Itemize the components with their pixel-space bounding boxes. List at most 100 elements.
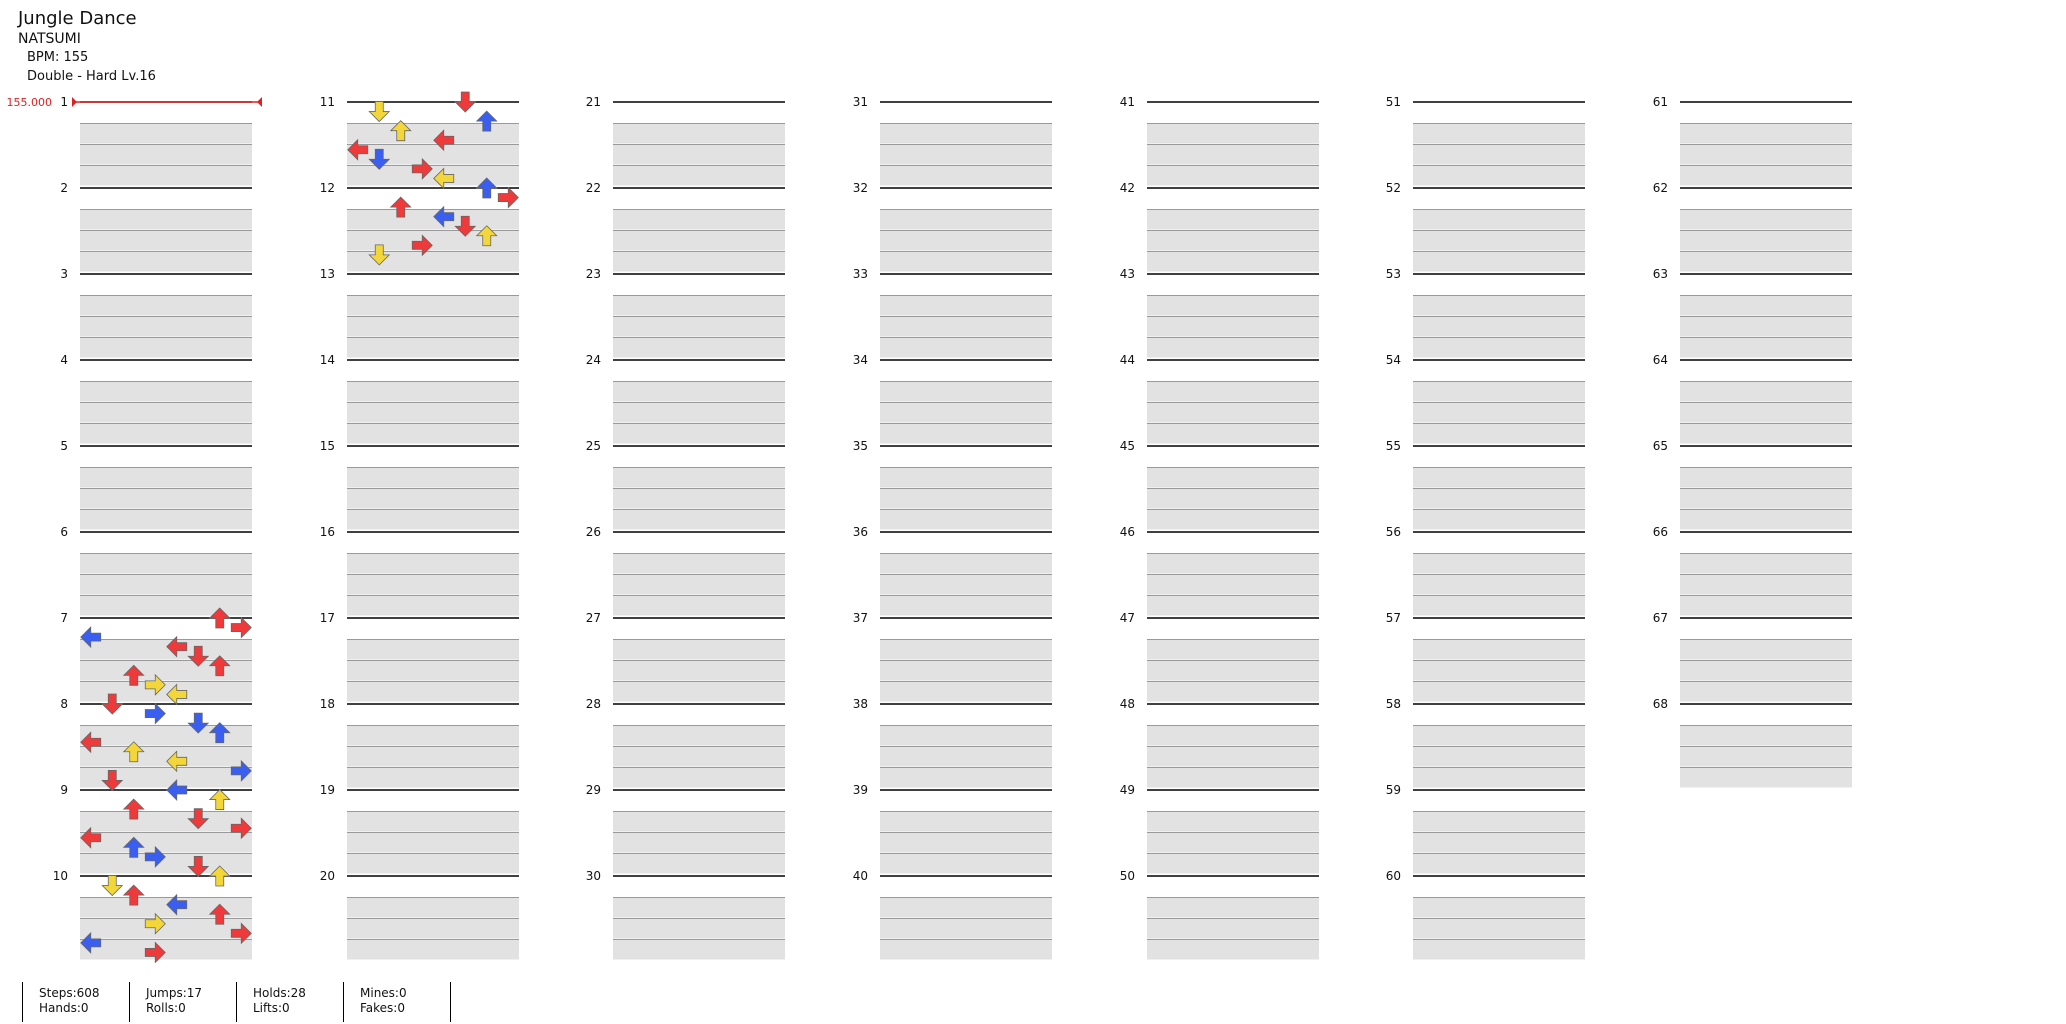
beat-band xyxy=(347,595,519,616)
step-arrow xyxy=(454,215,477,237)
measure: 17 xyxy=(320,611,519,702)
measure: 3 xyxy=(60,267,252,358)
beat-band xyxy=(1413,123,1585,144)
beat-band xyxy=(1413,423,1585,444)
beat-band xyxy=(347,939,519,960)
beat-band xyxy=(613,939,785,960)
measure: 35 xyxy=(853,439,1052,530)
step-chart: 1234567891011121314151617181920212223242… xyxy=(7,91,1852,964)
beat-band xyxy=(1147,811,1319,832)
beat-band xyxy=(1147,295,1319,316)
beat-band xyxy=(1147,746,1319,767)
step-arrow xyxy=(144,941,166,964)
measure-number: 22 xyxy=(586,181,601,195)
measure: 60 xyxy=(1386,869,1585,960)
beat-band xyxy=(880,639,1052,660)
beat-band xyxy=(880,209,1052,230)
measure-number: 41 xyxy=(1120,95,1135,109)
beat-band xyxy=(613,381,785,402)
measure: 34 xyxy=(853,353,1052,444)
beat-band xyxy=(1147,918,1319,939)
measure: 62 xyxy=(1653,181,1852,272)
step-arrow xyxy=(208,903,231,925)
measure: 51 xyxy=(1386,95,1585,186)
beat-band xyxy=(1680,402,1852,423)
beat-band xyxy=(80,488,252,509)
beat-band xyxy=(347,209,519,230)
measure: 58 xyxy=(1386,697,1585,788)
measure-number: 47 xyxy=(1120,611,1135,625)
measure-number: 37 xyxy=(853,611,868,625)
beat-band xyxy=(1680,230,1852,251)
beat-band xyxy=(347,746,519,767)
measure-number: 18 xyxy=(320,697,335,711)
step-arrow xyxy=(122,664,145,686)
beat-band xyxy=(1147,595,1319,616)
beat-band xyxy=(1413,660,1585,681)
measure: 14 xyxy=(320,353,519,444)
measure: 56 xyxy=(1386,525,1585,616)
beat-band xyxy=(347,423,519,444)
beat-band xyxy=(613,574,785,595)
beat-band xyxy=(1147,853,1319,874)
step-arrow xyxy=(411,157,433,180)
beat-band xyxy=(1147,639,1319,660)
beat-band xyxy=(1413,897,1585,918)
measure: 45 xyxy=(1120,439,1319,530)
beat-band xyxy=(1147,230,1319,251)
beat-band xyxy=(347,553,519,574)
beat-band xyxy=(613,295,785,316)
beat-band xyxy=(613,402,785,423)
step-arrow xyxy=(101,875,124,897)
beat-band xyxy=(1413,918,1585,939)
beat-band xyxy=(1680,316,1852,337)
measure-number: 31 xyxy=(853,95,868,109)
step-arrow xyxy=(80,731,102,754)
beat-band xyxy=(347,316,519,337)
measure-number: 16 xyxy=(320,525,335,539)
beat-band xyxy=(347,660,519,681)
measure-number: 30 xyxy=(586,869,601,883)
beat-band xyxy=(347,639,519,660)
beat-band xyxy=(347,144,519,165)
step-arrow xyxy=(80,931,102,954)
beat-band xyxy=(1413,337,1585,358)
measure: 32 xyxy=(853,181,1052,272)
measure: 7 xyxy=(60,611,252,702)
step-arrow xyxy=(144,673,166,696)
beat-band xyxy=(80,725,252,746)
step-arrow xyxy=(368,101,391,123)
beat-band xyxy=(80,337,252,358)
beat-band xyxy=(1413,316,1585,337)
beat-band xyxy=(347,402,519,423)
step-arrow xyxy=(475,110,498,132)
measure: 22 xyxy=(586,181,785,272)
measure: 4 xyxy=(60,353,252,444)
beat-band xyxy=(80,746,252,767)
stat-hands: Hands:0 xyxy=(39,1001,89,1015)
step-arrow xyxy=(166,750,188,773)
measure: 10 xyxy=(53,869,252,960)
beat-band xyxy=(880,918,1052,939)
beat-band xyxy=(880,251,1052,272)
measure: 33 xyxy=(853,267,1052,358)
measure-number: 9 xyxy=(60,783,68,797)
measure-number: 58 xyxy=(1386,697,1401,711)
beat-band xyxy=(1680,488,1852,509)
measure-number: 68 xyxy=(1653,697,1668,711)
beat-band xyxy=(80,553,252,574)
beat-band xyxy=(613,897,785,918)
step-arrow xyxy=(144,912,166,935)
beat-band xyxy=(1413,746,1585,767)
beat-band xyxy=(880,746,1052,767)
beat-band xyxy=(1147,209,1319,230)
beat-band xyxy=(613,767,785,788)
step-arrow xyxy=(166,683,188,706)
beat-band xyxy=(1680,467,1852,488)
measure-number: 38 xyxy=(853,697,868,711)
beat-band xyxy=(1680,509,1852,530)
step-arrow xyxy=(187,712,210,734)
beat-band xyxy=(880,123,1052,144)
beat-band xyxy=(80,165,252,186)
measure: 2 xyxy=(60,181,252,272)
